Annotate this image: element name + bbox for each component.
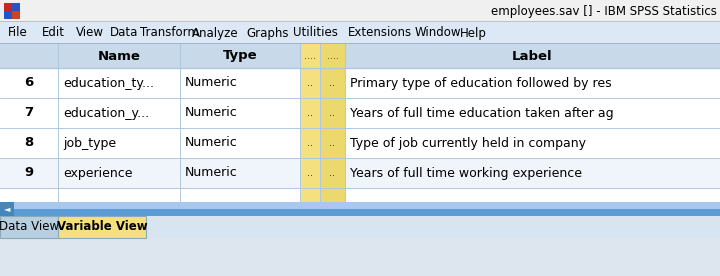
Text: ..: .. (307, 138, 313, 148)
Bar (12, 3, 20, 11)
Text: employees.sav [] - IBM SPSS Statistics: employees.sav [] - IBM SPSS Statistics (491, 4, 717, 17)
Bar (4, 3, 20, 19)
Bar (300, 188, 320, 202)
Text: 8: 8 (24, 137, 34, 150)
Text: ..: .. (330, 108, 336, 118)
Text: ..: .. (307, 168, 313, 178)
Text: Numeric: Numeric (185, 76, 238, 89)
Bar (4, 11, 12, 19)
Text: ..: .. (307, 78, 313, 88)
Text: Utilities: Utilities (293, 26, 338, 39)
Text: 7: 7 (24, 107, 34, 120)
Bar (300, 158, 320, 188)
Bar (0, 0, 720, 22)
Text: Type: Type (222, 49, 257, 62)
Bar (0, 43, 720, 44)
Text: Window: Window (415, 26, 462, 39)
Bar (320, 128, 345, 158)
Text: Data: Data (110, 26, 138, 39)
Text: File: File (8, 26, 28, 39)
Text: Variable View: Variable View (57, 221, 148, 233)
Text: ..: .. (330, 168, 336, 178)
Text: ◄: ◄ (4, 205, 10, 214)
Bar (300, 68, 320, 98)
Text: ..: .. (307, 108, 313, 118)
Text: Extensions: Extensions (348, 26, 412, 39)
Bar (300, 44, 320, 68)
Bar (0, 98, 720, 128)
Bar (58, 216, 146, 238)
Text: Years of full time working experience: Years of full time working experience (350, 166, 582, 179)
Text: 6: 6 (24, 76, 34, 89)
Text: ..: .. (330, 138, 336, 148)
Bar (0, 44, 720, 276)
Text: Label: Label (512, 49, 553, 62)
Text: experience: experience (63, 166, 132, 179)
Bar (320, 188, 345, 202)
Text: ..: .. (330, 78, 336, 88)
Text: Analyze: Analyze (192, 26, 238, 39)
Bar (58, 216, 146, 238)
Text: Numeric: Numeric (185, 107, 238, 120)
Text: Data View: Data View (0, 221, 59, 233)
Bar (0, 128, 720, 158)
Bar (0, 202, 720, 209)
Bar (320, 98, 345, 128)
Text: 9: 9 (24, 166, 34, 179)
Bar (300, 128, 320, 158)
Text: education_y...: education_y... (63, 107, 149, 120)
Text: job_type: job_type (63, 137, 116, 150)
Text: View: View (76, 26, 104, 39)
Text: ....: .... (304, 51, 316, 61)
Bar (0, 216, 58, 238)
Bar (0, 22, 720, 44)
Bar (0, 188, 720, 202)
Bar (0, 216, 720, 276)
Text: Graphs: Graphs (246, 26, 289, 39)
Text: Numeric: Numeric (185, 166, 238, 179)
Text: Numeric: Numeric (185, 137, 238, 150)
Text: Help: Help (460, 26, 487, 39)
Text: Type of job currently held in company: Type of job currently held in company (350, 137, 586, 150)
Bar (4, 3, 12, 11)
Text: Primary type of education followed by res: Primary type of education followed by re… (350, 76, 611, 89)
Bar (0, 158, 720, 188)
Bar (0, 216, 58, 238)
Text: ....: .... (326, 51, 338, 61)
Bar (0, 68, 720, 98)
Bar (320, 68, 345, 98)
Bar (320, 44, 345, 68)
Text: Name: Name (98, 49, 140, 62)
Bar (300, 98, 320, 128)
Bar (0, 202, 14, 216)
Text: Edit: Edit (42, 26, 65, 39)
Bar (320, 158, 345, 188)
Bar (0, 44, 720, 68)
Text: Transform: Transform (140, 26, 199, 39)
Text: education_ty...: education_ty... (63, 76, 154, 89)
Bar (0, 202, 720, 216)
Text: Years of full time education taken after ag: Years of full time education taken after… (350, 107, 613, 120)
Bar (0, 238, 720, 276)
Bar (12, 11, 20, 19)
Bar (0, 21, 720, 22)
